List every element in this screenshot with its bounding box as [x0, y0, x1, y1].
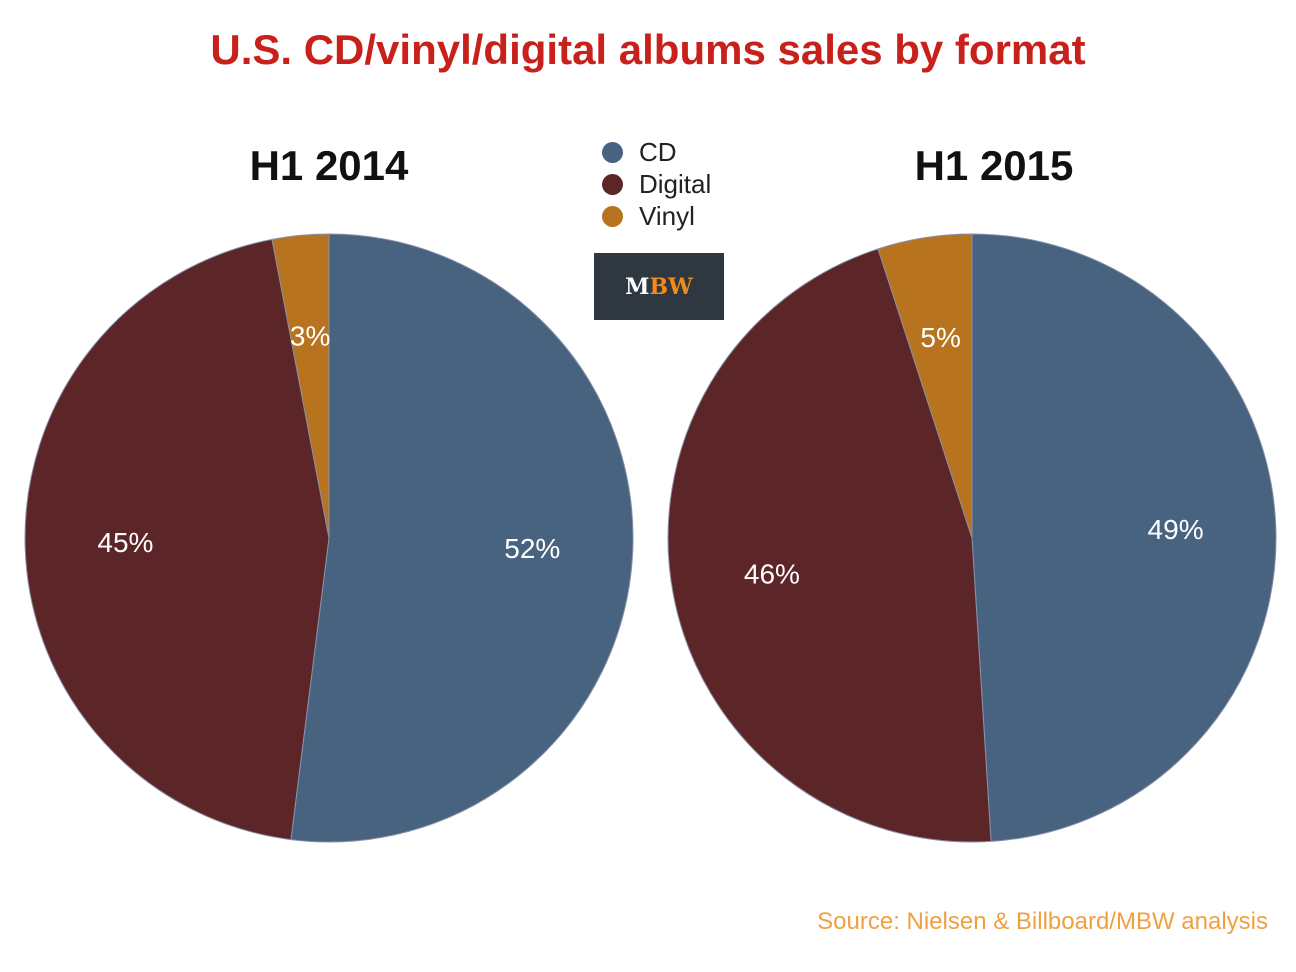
legend-swatch-digital [602, 173, 623, 195]
data-label-digital: 46% [744, 559, 800, 590]
data-label-cd: 49% [1148, 514, 1204, 545]
legend-item-vinyl: Vinyl [602, 200, 711, 232]
slice-vinyl [877, 233, 973, 539]
legend-swatch-cd [602, 141, 623, 163]
logo-bw: BW [649, 273, 693, 300]
pie-title-2014: H1 2014 [249, 142, 409, 189]
slice-cd [290, 233, 634, 843]
slice-digital [667, 248, 992, 843]
data-label-cd: 52% [504, 533, 560, 564]
legend-item-cd: CD [602, 136, 711, 168]
data-label-vinyl: 3% [290, 321, 330, 352]
data-label-digital: 45% [97, 527, 153, 558]
pie-title-2015: H1 2015 [914, 142, 1074, 189]
slice-vinyl [271, 233, 330, 539]
source-note: Source: Nielsen & Billboard/MBW analysis [817, 908, 1268, 935]
slice-cd [971, 233, 1277, 842]
legend-label: Vinyl [639, 200, 695, 231]
data-label-vinyl: 5% [920, 322, 960, 353]
legend: CD Digital Vinyl [602, 136, 711, 232]
slice-digital [24, 238, 330, 841]
legend-swatch-vinyl [602, 205, 623, 227]
chart-title: U.S. CD/vinyl/digital albums sales by fo… [210, 26, 1086, 73]
logo-m: M [625, 273, 650, 300]
legend-label: Digital [639, 168, 712, 199]
legend-label: CD [639, 136, 677, 167]
legend-item-digital: Digital [602, 168, 711, 200]
mbw-logo: M BW [594, 253, 724, 320]
